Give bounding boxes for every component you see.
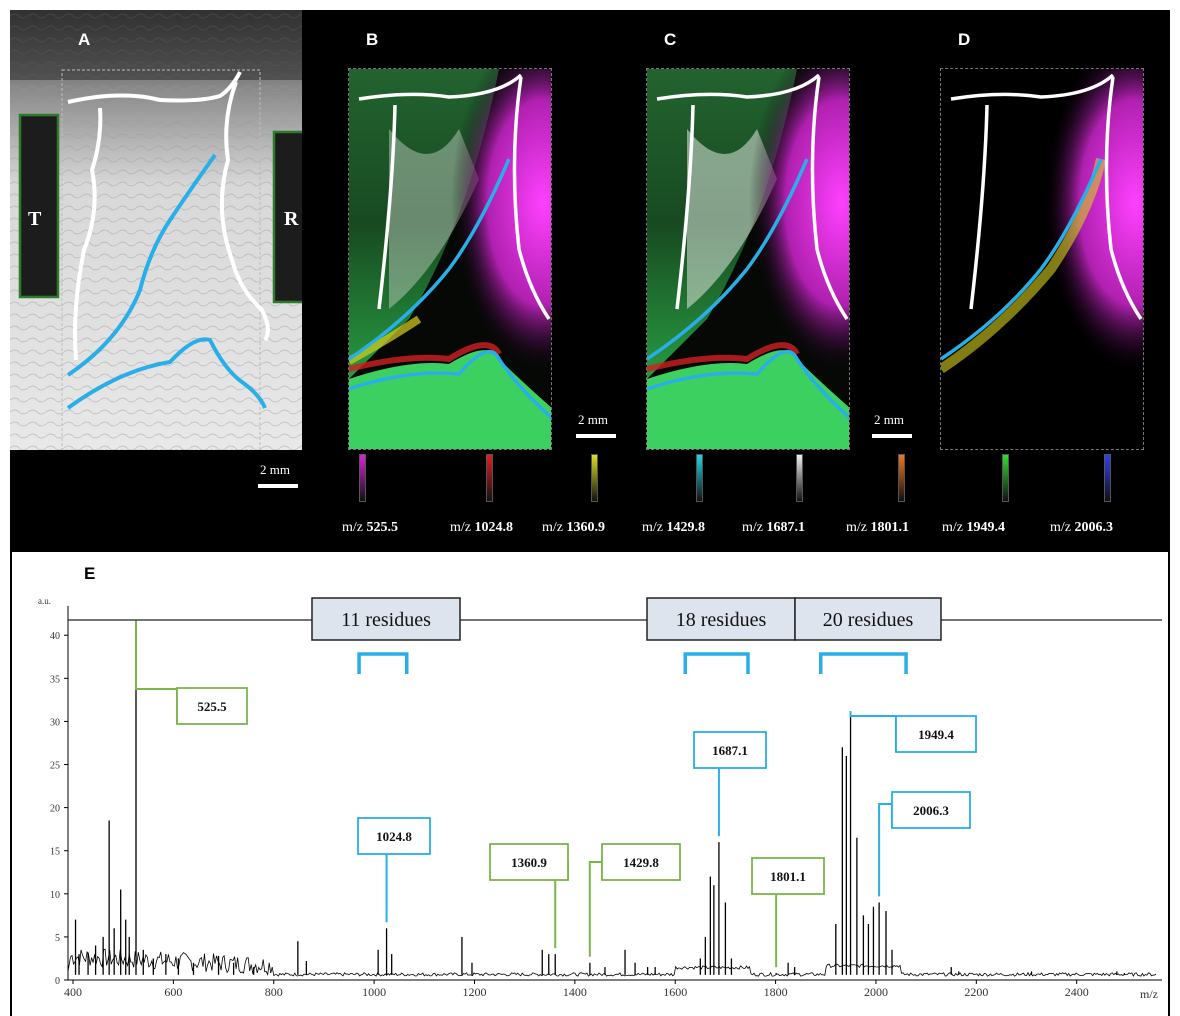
callout-box-1801-1: [751, 857, 825, 895]
callout-line-2006-3: [878, 803, 893, 897]
callout-box-2006-3: [891, 791, 971, 829]
scale-bar-b: [576, 434, 616, 438]
callout-label-1024-8: 1024.8: [376, 829, 412, 844]
group-bracket-2: [683, 652, 750, 674]
y-tick-label: 30: [50, 717, 60, 728]
x-tick-label: 2200: [964, 985, 988, 999]
callout-line-1429-8: [588, 861, 603, 957]
group-box-2: [646, 597, 796, 641]
rostrum-label: R: [284, 208, 299, 230]
panel-d-label: D: [958, 30, 971, 49]
callout-box-1360-9: [489, 843, 569, 881]
spectrum-baseline: [67, 948, 1157, 977]
callout-line-1949-4: [849, 711, 897, 752]
x-tick-label: 800: [265, 985, 283, 999]
legend-swatch-1687-1: [796, 454, 803, 502]
legend-label-525-5: m/z 525.5: [342, 520, 398, 535]
scale-bar-c: [872, 434, 912, 438]
callout-box-1687-1: [693, 731, 767, 769]
tenon-label: T: [28, 208, 42, 230]
y-tick-label: 40: [50, 631, 60, 642]
mass-spectrum-chart: a.u. m/z 0 5 10 15 20 25 30 35 40 400 600 800 1000 1200…: [38, 596, 1162, 1001]
callout-box-1949-4: [895, 715, 977, 753]
legend-label-1801-1: m/z 1801.1: [846, 520, 909, 535]
y-tick-label: 35: [50, 674, 60, 685]
legend-label-1024-8: m/z 1024.8: [450, 520, 513, 535]
x-tick-label: 1600: [663, 985, 687, 999]
tissue-photograph: A T R: [10, 10, 302, 450]
panel-b-label: B: [366, 30, 379, 49]
msi-image-d: [940, 68, 1144, 450]
msi-image-c: [646, 68, 850, 450]
imaging-panel: A T R 2 mm B: [10, 10, 1170, 552]
callout-label-1949-4: 1949.4: [918, 727, 954, 742]
legend-swatch-1429-8: [696, 454, 703, 502]
group-label-2: 18 residues: [676, 609, 767, 631]
callout-label-1429-8: 1429.8: [623, 855, 659, 870]
legend-swatch-1024-8: [486, 454, 493, 502]
msi-image-b: [348, 68, 552, 450]
y-tick-label: 15: [50, 847, 60, 858]
legend-label-1949-4: m/z 1949.4: [942, 520, 1005, 535]
group-label-1: 11 residues: [341, 609, 431, 631]
panel-a-label: A: [78, 30, 91, 49]
x-tick-label: 1800: [764, 985, 788, 999]
group-bracket-3: [819, 652, 908, 674]
legend-swatch-1360-9: [591, 454, 598, 502]
x-tick-label: 400: [64, 985, 82, 999]
group-bracket-1: [357, 652, 409, 674]
panel-c-label: C: [664, 30, 677, 49]
group-box-3: [794, 597, 942, 641]
callout-line-525-5: [134, 620, 178, 724]
scale-label-c: 2 mm: [874, 412, 904, 427]
legend-label-2006-3: m/z 2006.3: [1050, 520, 1113, 535]
callout-label-1801-1: 1801.1: [770, 869, 806, 884]
tissue-photograph-drawing: [10, 10, 302, 450]
x-tick-label: 1400: [563, 985, 587, 999]
y-tick-label: 20: [50, 804, 60, 815]
legend-label-1429-8: m/z 1429.8: [642, 520, 705, 535]
scale-label-a: 2 mm: [260, 462, 290, 477]
callout-label-525-5: 525.5: [197, 699, 227, 714]
group-label-3: 20 residues: [823, 609, 914, 631]
callout-box-525-5: [176, 687, 248, 725]
y-tick-label: 10: [50, 890, 60, 901]
callout-label-2006-3: 2006.3: [913, 803, 949, 818]
x-tick-label: 2400: [1065, 985, 1089, 999]
callout-label-1687-1: 1687.1: [712, 743, 748, 758]
y-axis-label: a.u.: [38, 596, 51, 606]
x-tick-label: 1000: [362, 985, 386, 999]
legend-label-1360-9: m/z 1360.9: [542, 520, 605, 535]
callout-box-1429-8: [601, 843, 681, 881]
x-tick-label: 1200: [462, 985, 486, 999]
legend-swatch-1801-1: [898, 454, 905, 502]
group-box-1: [311, 597, 461, 641]
panel-e-label: E: [84, 564, 96, 583]
spectrum-panel: E a.u. m/z 0 5 10 15 20 25 30 35 40 400 600 800 1000 12…: [10, 552, 1170, 1016]
callout-box-1024-8: [357, 817, 431, 855]
y-tick-label: 25: [50, 761, 60, 772]
x-axis-label: m/z: [1140, 987, 1158, 1001]
x-tick-label: 600: [164, 985, 182, 999]
legend-swatch-525-5: [359, 454, 366, 502]
y-tick-label: 5: [55, 933, 60, 944]
legend-swatch-1949-4: [1002, 454, 1009, 502]
callout-label-1360-9: 1360.9: [511, 855, 547, 870]
y-tick-label: 0: [55, 976, 60, 987]
scale-label-b: 2 mm: [578, 412, 608, 427]
legend-swatch-2006-3: [1104, 454, 1111, 502]
legend-label-1687-1: m/z 1687.1: [742, 520, 805, 535]
scale-bar-a: [258, 484, 298, 488]
x-tick-label: 2000: [864, 985, 888, 999]
